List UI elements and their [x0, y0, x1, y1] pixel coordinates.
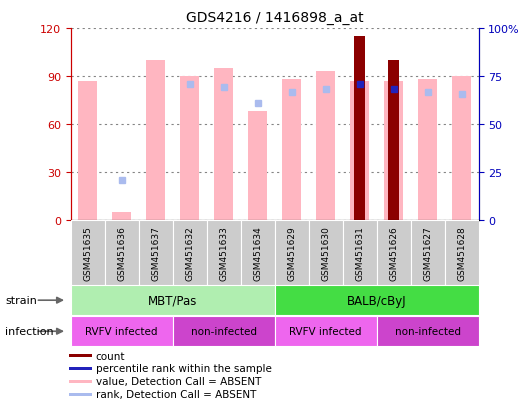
Text: non-infected: non-infected	[190, 326, 257, 337]
Bar	[377, 221, 411, 285]
Bar	[71, 286, 275, 316]
Bar	[418, 80, 437, 221]
Bar	[112, 213, 131, 221]
Bar	[445, 221, 479, 285]
Bar	[282, 80, 301, 221]
Bar	[207, 221, 241, 285]
Bar	[69, 367, 92, 370]
Text: GSM451637: GSM451637	[151, 225, 160, 280]
Bar	[214, 69, 233, 221]
Bar	[275, 317, 377, 346]
Text: GSM451635: GSM451635	[83, 225, 92, 280]
Text: RVFV infected: RVFV infected	[85, 326, 158, 337]
Text: infection: infection	[5, 326, 54, 337]
Text: GSM451631: GSM451631	[355, 225, 364, 280]
Bar	[139, 221, 173, 285]
Text: non-infected: non-infected	[394, 326, 461, 337]
Text: GSM451628: GSM451628	[457, 225, 466, 280]
Text: rank, Detection Call = ABSENT: rank, Detection Call = ABSENT	[96, 389, 256, 399]
Text: GSM451632: GSM451632	[185, 225, 194, 280]
Title: GDS4216 / 1416898_a_at: GDS4216 / 1416898_a_at	[186, 11, 363, 25]
Bar	[248, 112, 267, 221]
Bar	[173, 317, 275, 346]
Text: MBT/Pas: MBT/Pas	[148, 294, 197, 307]
Text: GSM451633: GSM451633	[219, 225, 228, 280]
Bar	[69, 393, 92, 396]
Bar	[377, 317, 479, 346]
Bar	[316, 72, 335, 221]
Text: GSM451627: GSM451627	[423, 225, 432, 280]
Text: GSM451629: GSM451629	[287, 225, 296, 280]
Bar	[384, 82, 403, 221]
Bar	[309, 221, 343, 285]
Bar	[411, 221, 445, 285]
Bar	[389, 61, 399, 221]
Text: strain: strain	[5, 295, 37, 306]
Text: BALB/cByJ: BALB/cByJ	[347, 294, 406, 307]
Text: GSM451636: GSM451636	[117, 225, 126, 280]
Bar	[71, 221, 105, 285]
Bar	[69, 354, 92, 357]
Text: value, Detection Call = ABSENT: value, Detection Call = ABSENT	[96, 376, 261, 386]
Bar	[275, 221, 309, 285]
Text: GSM451634: GSM451634	[253, 225, 262, 280]
Bar	[180, 77, 199, 221]
Bar	[241, 221, 275, 285]
Text: RVFV infected: RVFV infected	[289, 326, 362, 337]
Bar	[146, 61, 165, 221]
Bar	[355, 37, 365, 221]
Bar	[173, 221, 207, 285]
Bar	[105, 221, 139, 285]
Text: percentile rank within the sample: percentile rank within the sample	[96, 363, 271, 373]
Bar	[343, 221, 377, 285]
Bar	[350, 82, 369, 221]
Bar	[275, 286, 479, 316]
Bar	[69, 380, 92, 383]
Bar	[452, 77, 471, 221]
Bar	[78, 82, 97, 221]
Text: GSM451626: GSM451626	[389, 225, 398, 280]
Bar	[71, 317, 173, 346]
Text: count: count	[96, 351, 125, 361]
Text: GSM451630: GSM451630	[321, 225, 330, 280]
